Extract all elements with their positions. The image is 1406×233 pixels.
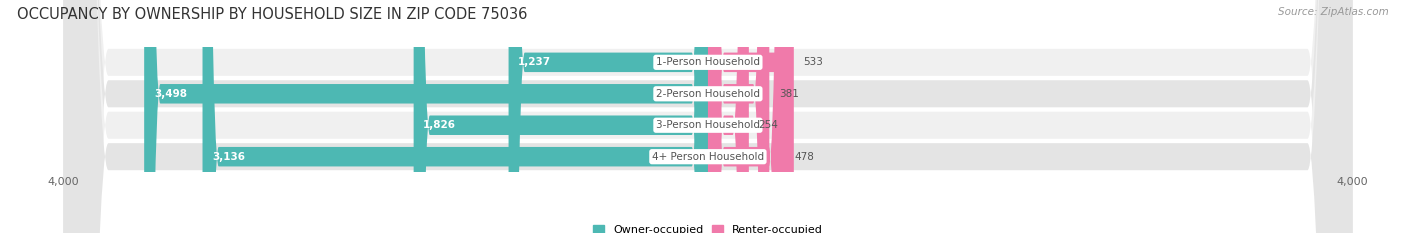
FancyBboxPatch shape [707, 0, 769, 233]
Text: 3-Person Household: 3-Person Household [657, 120, 759, 130]
FancyBboxPatch shape [63, 0, 1353, 233]
FancyBboxPatch shape [413, 0, 707, 233]
Legend: Owner-occupied, Renter-occupied: Owner-occupied, Renter-occupied [589, 221, 827, 233]
Text: 381: 381 [779, 89, 799, 99]
Text: OCCUPANCY BY OWNERSHIP BY HOUSEHOLD SIZE IN ZIP CODE 75036: OCCUPANCY BY OWNERSHIP BY HOUSEHOLD SIZE… [17, 7, 527, 22]
Text: 1,237: 1,237 [519, 57, 551, 67]
Text: 4+ Person Household: 4+ Person Household [652, 152, 763, 162]
Text: 254: 254 [758, 120, 779, 130]
FancyBboxPatch shape [202, 0, 707, 233]
FancyBboxPatch shape [707, 0, 794, 233]
Text: 3,498: 3,498 [153, 89, 187, 99]
FancyBboxPatch shape [63, 0, 1353, 233]
Text: 1-Person Household: 1-Person Household [657, 57, 759, 67]
Text: 3,136: 3,136 [212, 152, 245, 162]
Text: 478: 478 [794, 152, 814, 162]
FancyBboxPatch shape [707, 0, 785, 233]
Text: 2-Person Household: 2-Person Household [657, 89, 759, 99]
Text: 1,826: 1,826 [423, 120, 457, 130]
FancyBboxPatch shape [145, 0, 707, 233]
FancyBboxPatch shape [63, 0, 1353, 233]
Text: Source: ZipAtlas.com: Source: ZipAtlas.com [1278, 7, 1389, 17]
Text: 533: 533 [803, 57, 824, 67]
FancyBboxPatch shape [63, 0, 1353, 233]
FancyBboxPatch shape [707, 0, 749, 233]
FancyBboxPatch shape [509, 0, 707, 233]
